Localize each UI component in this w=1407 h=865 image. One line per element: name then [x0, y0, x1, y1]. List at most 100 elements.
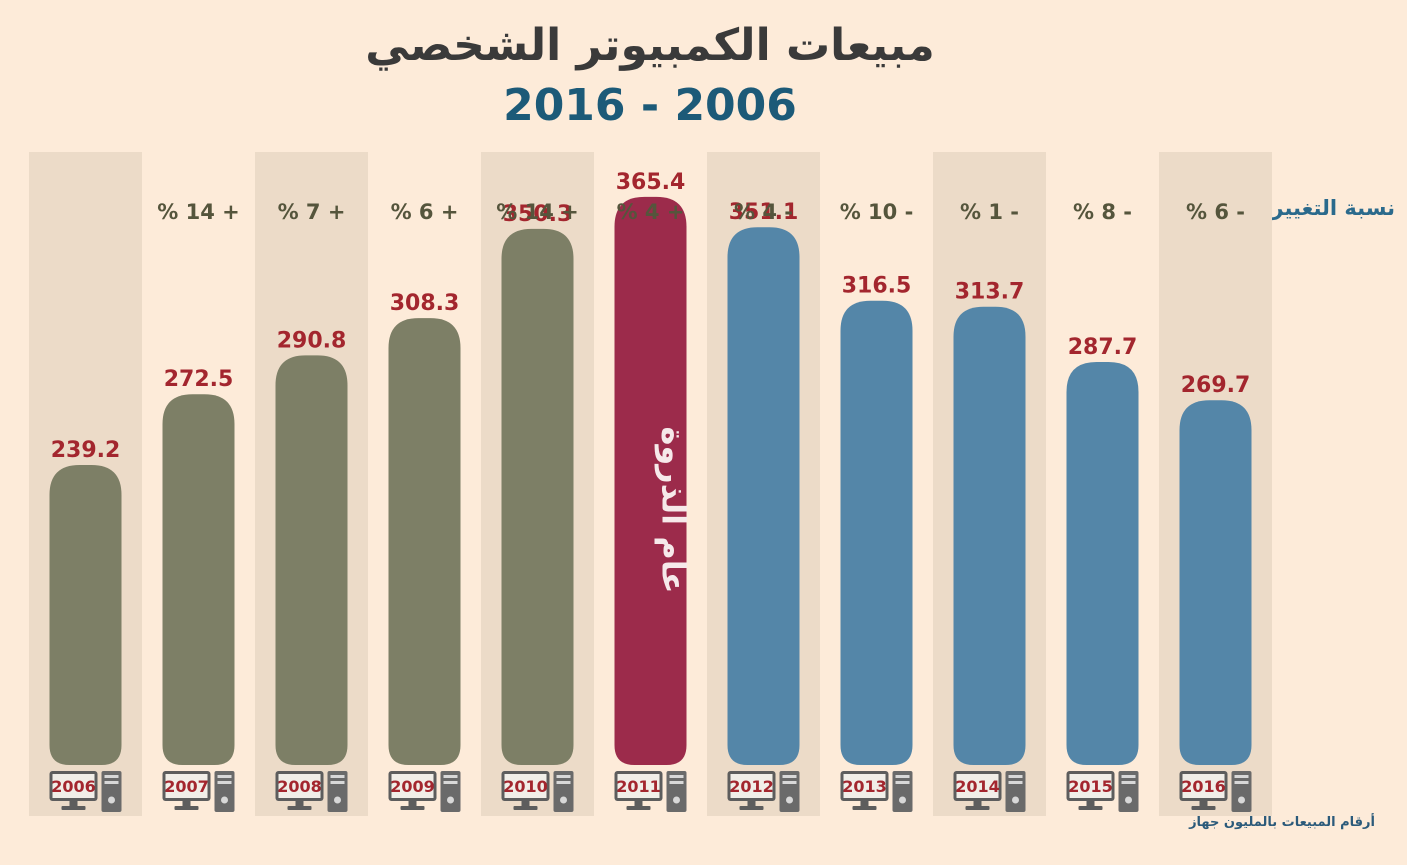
- monitor-stand: [965, 806, 990, 810]
- value-label: 316.5: [842, 274, 912, 299]
- computer-icon: [162, 771, 235, 812]
- value-label: 365.4: [616, 170, 686, 195]
- tower-slot: [556, 775, 571, 778]
- monitor-neck: [408, 801, 417, 806]
- bar: [614, 196, 687, 765]
- tower-slot: [330, 775, 345, 778]
- change-label: % 10 -: [840, 200, 914, 224]
- tower-button: [560, 796, 567, 804]
- year-label: 2014: [955, 777, 1000, 796]
- tower-slot: [1008, 775, 1023, 778]
- bar: [953, 306, 1026, 765]
- computer-icon: [1179, 771, 1252, 812]
- change-label: % 14 +: [157, 200, 239, 224]
- tower-button: [1238, 796, 1245, 804]
- computer-icon: [49, 771, 122, 812]
- monitor-stand: [1191, 806, 1216, 810]
- monitor-screen: [843, 774, 886, 798]
- tower-slot: [1234, 781, 1249, 784]
- monitor-screen: [504, 774, 547, 798]
- value-label: 287.7: [1068, 335, 1138, 360]
- year-label: 2016: [1181, 777, 1226, 796]
- tower-slot: [1234, 775, 1249, 778]
- bar: [162, 394, 235, 765]
- monitor-screen: [278, 774, 321, 798]
- bar: [275, 355, 348, 765]
- year-label: 2012: [729, 777, 774, 796]
- tower-button: [108, 796, 115, 804]
- change-label: % 14 +: [496, 200, 578, 224]
- monitor-neck: [1086, 801, 1095, 806]
- change-label: % 6 -: [1186, 200, 1245, 224]
- change-label: % 6 +: [391, 200, 459, 224]
- monitor-screen: [165, 774, 208, 798]
- peak-year-label: عام الذروة: [655, 426, 693, 593]
- tower-slot: [443, 775, 458, 778]
- tower-button: [673, 796, 680, 804]
- year-label: 2006: [51, 777, 96, 796]
- value-label: 350.3: [503, 202, 573, 227]
- tower-slot: [895, 781, 910, 784]
- monitor-neck: [521, 801, 530, 806]
- tower-slot: [1008, 781, 1023, 784]
- tower-slot: [782, 781, 797, 784]
- tower-button: [447, 796, 454, 804]
- value-label: 351.1: [729, 200, 799, 225]
- year-label: 2011: [616, 777, 661, 796]
- chart-title: مبيعات الكمبيوتر الشخصي: [365, 20, 935, 71]
- monitor-neck: [1199, 801, 1208, 806]
- tower-button: [221, 796, 228, 804]
- monitor-screen: [1182, 774, 1225, 798]
- value-label: 313.7: [955, 280, 1025, 305]
- monitor-screen: [1069, 774, 1112, 798]
- computer-icon: [953, 771, 1026, 812]
- monitor-neck: [973, 801, 982, 806]
- monitor-stand: [1078, 806, 1103, 810]
- monitor-neck: [860, 801, 869, 806]
- tower-slot: [217, 781, 232, 784]
- monitor-neck: [182, 801, 191, 806]
- monitor-stand: [852, 806, 877, 810]
- chart-footnote: أرقام المبيعات بالمليون جهاز: [1189, 815, 1375, 830]
- chart-subtitle: 2016 - 2006: [503, 80, 797, 131]
- computer-icon: [501, 771, 574, 812]
- tower-slot: [782, 775, 797, 778]
- bar: [727, 227, 800, 765]
- tower-button: [334, 796, 341, 804]
- computer-icon: [840, 771, 913, 812]
- monitor-stand: [400, 806, 425, 810]
- change-label: % 1 -: [960, 200, 1019, 224]
- tower-button: [1012, 796, 1019, 804]
- bar: [501, 228, 574, 766]
- computer-icon: [1066, 771, 1139, 812]
- value-label: 239.2: [51, 438, 121, 463]
- monitor-screen: [52, 774, 95, 798]
- monitor-stand: [513, 806, 538, 810]
- bar: [388, 318, 461, 765]
- tower-slot: [895, 775, 910, 778]
- monitor-stand: [174, 806, 199, 810]
- monitor-screen: [617, 774, 660, 798]
- bar: [1066, 361, 1139, 765]
- tower-slot: [104, 775, 119, 778]
- value-label: 272.5: [164, 367, 234, 392]
- change-label: % 4 -: [734, 200, 793, 224]
- monitor-screen: [956, 774, 999, 798]
- monitor-neck: [747, 801, 756, 806]
- tower-slot: [1121, 775, 1136, 778]
- bar: [1179, 400, 1252, 765]
- tower-slot: [1121, 781, 1136, 784]
- monitor-neck: [69, 801, 78, 806]
- monitor-screen: [391, 774, 434, 798]
- change-label: % 8 -: [1073, 200, 1132, 224]
- monitor-stand: [61, 806, 86, 810]
- monitor-stand: [626, 806, 651, 810]
- monitor-neck: [295, 801, 304, 806]
- change-label: % 7 +: [278, 200, 346, 224]
- monitor-neck: [634, 801, 643, 806]
- tower-slot: [443, 781, 458, 784]
- tower-button: [899, 796, 906, 804]
- change-row-label: نسبة التغيير: [1271, 196, 1395, 220]
- tower-slot: [217, 775, 232, 778]
